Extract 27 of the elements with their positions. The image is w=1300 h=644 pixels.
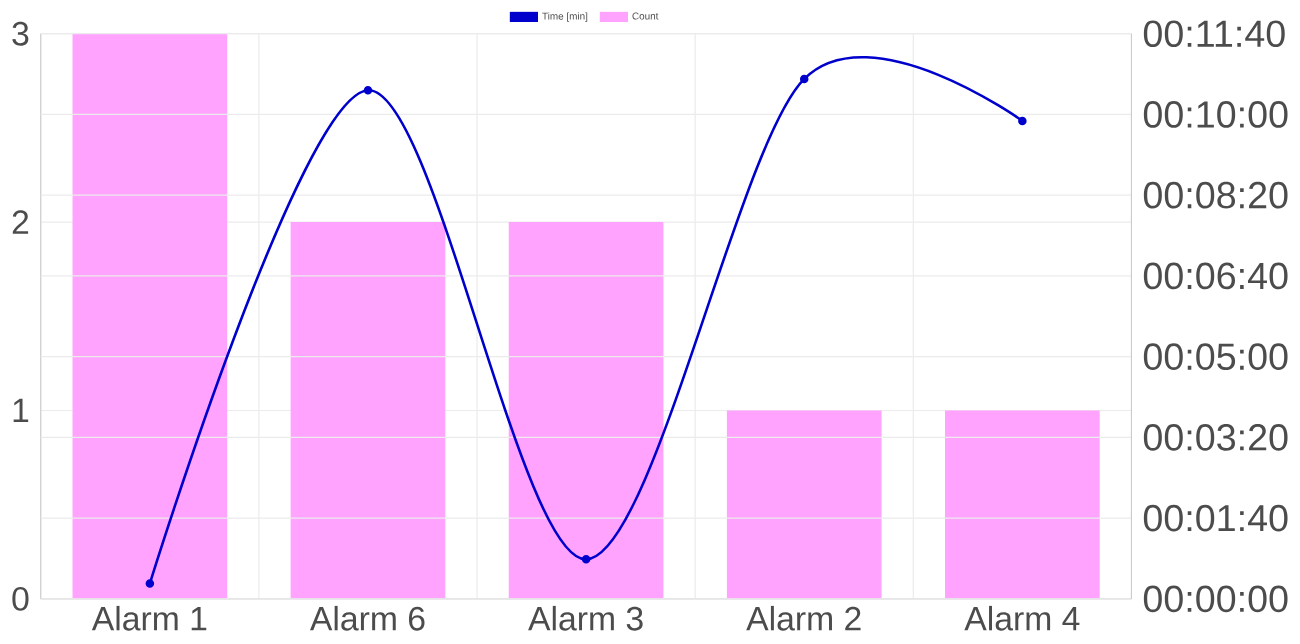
y-tick-label: 2 xyxy=(12,210,29,234)
x-tick-label: Alarm 2 xyxy=(746,605,861,631)
point xyxy=(799,74,809,83)
y2-tick-label: 00:06:40 xyxy=(1143,262,1288,290)
y-tick-label: 1 xyxy=(13,398,29,422)
bar xyxy=(508,221,664,599)
x-tick-label: Alarm 1 xyxy=(91,605,207,631)
point xyxy=(581,554,591,564)
y2-tick-label: 00:11:40 xyxy=(1143,20,1285,47)
y-tick-label: 0 xyxy=(12,586,29,611)
point xyxy=(145,579,155,588)
y2-tick-label: 00:08:20 xyxy=(1143,181,1288,209)
y2-tick-label: 00:10:00 xyxy=(1143,100,1288,128)
y2-tick-label: 00:00:00 xyxy=(1143,585,1288,612)
x-tick-label: Alarm 6 xyxy=(309,605,425,631)
x-tick-label: Alarm 4 xyxy=(964,605,1080,631)
bar xyxy=(72,33,228,599)
y2-tick-label: 00:05:00 xyxy=(1143,343,1288,370)
x-tick-label: Alarm 3 xyxy=(528,605,643,631)
point xyxy=(363,85,373,95)
bar xyxy=(945,410,1100,599)
y2-tick-label: 00:03:20 xyxy=(1143,423,1288,451)
bar xyxy=(726,410,882,599)
y2-tick-label: 00:01:40 xyxy=(1143,504,1288,532)
bar xyxy=(290,221,446,599)
point xyxy=(1018,116,1027,125)
y-tick-label: 3 xyxy=(12,21,29,46)
